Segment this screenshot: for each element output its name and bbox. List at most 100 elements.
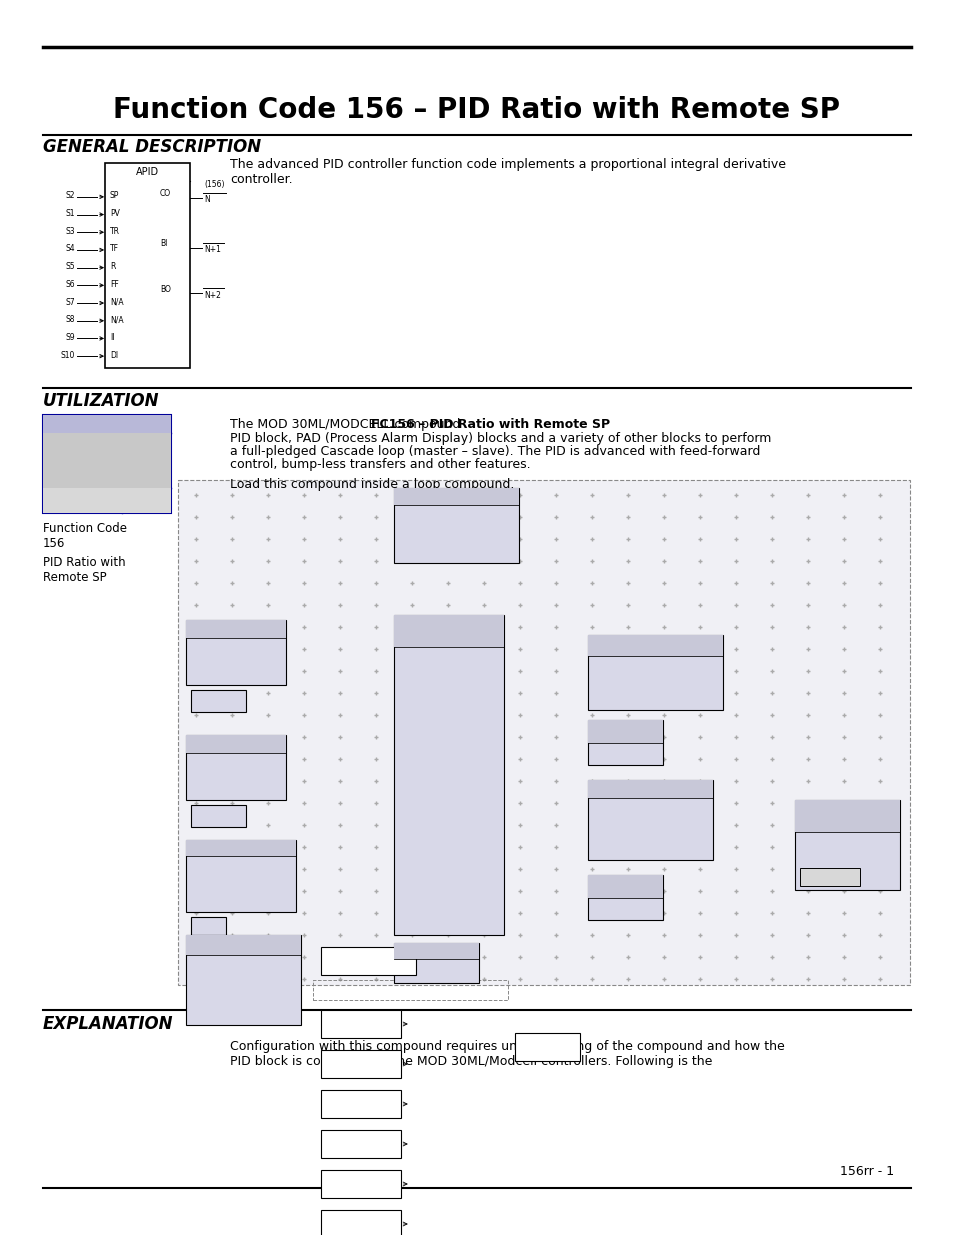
Text: PID:S1: PID:S1 — [349, 1021, 372, 1028]
Text: PID:S2: PID:S2 — [349, 1061, 372, 1067]
Text: Configuration with this compound requires understanding of the compound and how : Configuration with this compound require… — [230, 1040, 784, 1068]
Text: S9: S9 — [66, 333, 75, 342]
Bar — [320, 1130, 400, 1158]
Text: S1: S1 — [66, 209, 75, 219]
Bar — [178, 480, 909, 986]
Text: N: N — [204, 195, 210, 205]
Bar — [191, 918, 226, 935]
Text: FC156 – PID Ratio with Remote SP: FC156 – PID Ratio with Remote SP — [371, 417, 610, 431]
Bar — [587, 876, 662, 920]
Text: UTILIZATION: UTILIZATION — [43, 391, 159, 410]
Text: PID:S6: PID:S6 — [349, 1181, 372, 1187]
Bar — [794, 800, 899, 831]
Bar — [186, 935, 301, 955]
Bar — [313, 981, 507, 1000]
Text: control, bump-less transfers and other features.: control, bump-less transfers and other f… — [230, 458, 530, 471]
Text: S8: S8 — [66, 315, 75, 325]
Text: R: R — [110, 262, 115, 272]
Text: PID block, PAD (Process Alarm Display) blocks and a variety of other blocks to p: PID block, PAD (Process Alarm Display) b… — [230, 432, 771, 445]
Text: PID Display: PID Display — [635, 642, 675, 648]
Bar — [320, 1210, 400, 1235]
Bar — [515, 1032, 579, 1061]
Text: Figure 156rr .1.: Figure 156rr .1. — [43, 495, 130, 505]
Bar — [186, 735, 286, 800]
Text: The MOD 30ML/MODCELL compound: The MOD 30ML/MODCELL compound — [230, 417, 464, 431]
Text: S2: S2 — [66, 191, 75, 200]
Bar — [394, 615, 503, 647]
Text: FC156 PID RATIO
(PV / REMOTE SP): FC156 PID RATIO (PV / REMOTE SP) — [58, 450, 155, 472]
Text: LOW ALARM: LOW ALARM — [216, 741, 254, 747]
Bar — [800, 868, 859, 885]
Text: S4: S4 — [66, 245, 75, 253]
Text: ENTRY DATA
COMPOUND: ENTRY DATA COMPOUND — [797, 835, 836, 845]
Bar — [394, 488, 518, 563]
Text: S10: S10 — [61, 351, 75, 359]
Bar — [394, 488, 518, 505]
Text: ▶: ▶ — [519, 1045, 523, 1050]
Text: The advanced PID controller function code implements a proportional integral der: The advanced PID controller function cod… — [230, 158, 785, 186]
Text: PAD: PAD — [212, 814, 224, 819]
Bar — [587, 781, 712, 860]
Text: S7: S7 — [66, 298, 75, 306]
Text: Standard loop control
display: Standard loop control display — [590, 659, 659, 669]
Text: Compound: Compound — [57, 496, 106, 505]
Text: N/A: N/A — [110, 298, 124, 306]
Text: S3: S3 — [66, 227, 75, 236]
Text: (156): (156) — [204, 180, 224, 189]
Text: ENTRY DATA
COMPOUND: ENTRY DATA COMPOUND — [825, 809, 868, 823]
Text: Compound-28: Compound-28 — [75, 420, 139, 429]
Bar — [587, 781, 712, 798]
Text: PID:S11: PID:S11 — [347, 1221, 374, 1228]
Bar — [794, 800, 899, 890]
Text: PID:S4+: PID:S4+ — [346, 1141, 375, 1147]
Text: TF: TF — [110, 245, 119, 253]
Text: N+1: N+1 — [204, 246, 221, 254]
Bar — [186, 620, 286, 685]
Text: N/A: N/A — [110, 315, 124, 325]
Bar — [186, 620, 286, 638]
Bar — [587, 720, 662, 764]
Text: EXPLANATION: EXPLANATION — [43, 1015, 173, 1032]
Text: EXTERNAL COMPOUND
CONNECTIONS, DO NOT
DELETE OR CUT: EXTERNAL COMPOUND CONNECTIONS, DO NOT DE… — [420, 910, 497, 926]
Text: S6: S6 — [66, 280, 75, 289]
Text: Compound: Compound — [812, 874, 846, 879]
Bar — [186, 735, 286, 753]
Text: GENERAL DESCRIPTION: GENERAL DESCRIPTION — [43, 138, 261, 156]
Text: PV: PV — [110, 209, 120, 219]
Bar — [394, 944, 478, 983]
Bar — [105, 163, 190, 368]
Text: FORCES PID INTO
MANUAL/MODE ON
BAD PV QUALITY: FORCES PID INTO MANUAL/MODE ON BAD PV QU… — [189, 858, 249, 876]
Text: TRIGGER: TRIGGER — [227, 846, 254, 851]
Text: ENTER ENGINEERING
RANGES HERE, GO TO
INPUTS TAB: ENTER ENGINEERING RANGES HERE, GO TO INP… — [396, 508, 466, 524]
Bar — [394, 944, 478, 960]
Text: LOW ALARM: LOW ALARM — [189, 756, 227, 761]
Bar — [191, 690, 246, 713]
Text: PID: PID — [396, 650, 408, 656]
Bar — [320, 947, 416, 974]
Text: DISP: DISP — [617, 729, 633, 735]
Bar — [587, 635, 722, 710]
Text: PID Ratio with
Remote SP: PID Ratio with Remote SP — [43, 556, 126, 584]
Bar — [186, 840, 295, 911]
Bar — [587, 720, 662, 742]
Bar — [43, 433, 171, 488]
Bar — [587, 635, 722, 656]
Text: Function Code 156 – PID Ratio with Remote SP: Function Code 156 – PID Ratio with Remot… — [113, 96, 840, 124]
Bar — [43, 488, 171, 513]
Text: TL: TL — [620, 882, 629, 890]
Text: PAD: PAD — [212, 699, 224, 704]
Text: a full-pledged Cascade loop (master – slave). The PID is advanced with feed-forw: a full-pledged Cascade loop (master – sl… — [230, 445, 760, 458]
Text: N+2: N+2 — [204, 290, 221, 300]
Text: CO: CO — [160, 189, 171, 199]
Text: QBALOGIC:S10: QBALOGIC:S10 — [345, 958, 391, 963]
Text: SB: SB — [205, 924, 213, 929]
Text: FF: FF — [110, 280, 118, 289]
Text: DI: DI — [110, 351, 118, 359]
Text: TuneUI: TuneUI — [638, 785, 661, 792]
Bar — [43, 415, 171, 513]
Text: S5: S5 — [66, 262, 75, 272]
Text: PID.N: PID.N — [537, 1044, 556, 1050]
Text: TR: TR — [110, 227, 120, 236]
Bar — [394, 615, 503, 935]
Bar — [186, 935, 301, 1025]
